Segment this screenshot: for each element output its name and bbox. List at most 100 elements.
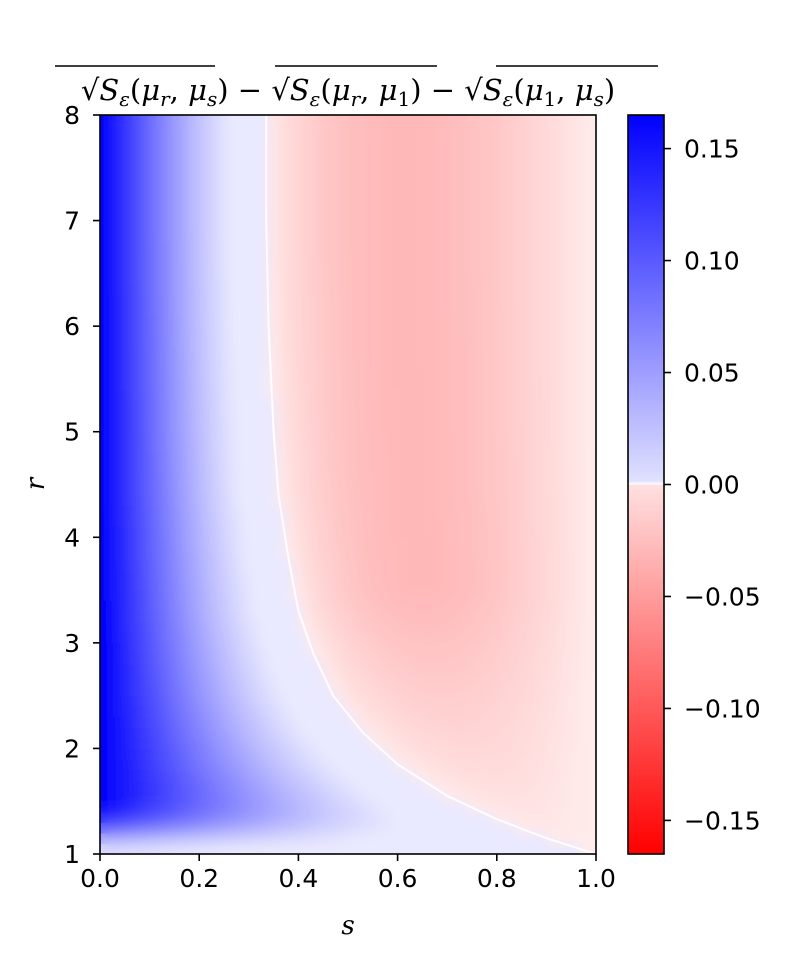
heatmap-cell (100, 431, 109, 443)
heatmap-cell (164, 706, 173, 718)
title-arg-3a: μ (525, 73, 544, 107)
heatmap-cell (156, 642, 165, 655)
heatmap-cell (164, 832, 173, 845)
heatmap-cell (140, 357, 149, 369)
heatmap-cell (108, 210, 117, 222)
heatmap-cell (164, 505, 173, 517)
heatmap-cell (116, 410, 125, 422)
heatmap-cell (124, 822, 133, 834)
heatmap-cell (108, 516, 117, 528)
heatmap-cell (108, 611, 117, 623)
heatmap-cell (156, 495, 165, 507)
heatmap-cell (108, 273, 117, 285)
heatmap-cell (156, 421, 165, 433)
title-comma-3: , (556, 73, 574, 107)
heatmap-cell (132, 811, 141, 823)
heatmap-cell (156, 663, 165, 676)
heatmap-cell (108, 706, 117, 718)
heatmap-cell (108, 811, 117, 823)
heatmap-cell (140, 210, 149, 222)
heatmap-cell (148, 547, 157, 559)
heatmap-cell (156, 780, 165, 792)
heatmap-cell (164, 484, 173, 496)
heatmap-cell (132, 294, 141, 306)
heatmap-cell (124, 262, 133, 274)
heatmap-cell (140, 273, 149, 285)
heatmap-cell (148, 484, 157, 496)
heatmap-cell (132, 568, 141, 581)
heatmap-cell (108, 326, 117, 338)
heatmap-cell (124, 769, 133, 781)
heatmap-cell (156, 273, 165, 285)
heatmap-cell (124, 188, 133, 201)
heatmap-cell (124, 811, 133, 823)
heatmap-cell (140, 326, 149, 338)
heatmap-cell (132, 283, 141, 296)
heatmap-cell (140, 600, 149, 612)
heatmap-cell (124, 252, 133, 264)
heatmap-cell (156, 347, 165, 359)
heatmap-cell (132, 832, 141, 845)
heatmap-cell (108, 400, 117, 412)
heatmap-cell (156, 252, 165, 264)
heatmap-cell (156, 389, 165, 401)
heatmap-cell (140, 241, 149, 253)
heatmap-cell (100, 632, 109, 644)
heatmap-cell (140, 547, 149, 559)
heatmap-cell (132, 315, 141, 327)
heatmap-cell (148, 262, 157, 274)
heatmap-cell (148, 653, 157, 665)
heatmap-cell (100, 378, 109, 391)
heatmap-cell (148, 716, 157, 728)
heatmap-cell (116, 495, 125, 507)
heatmap-cell (140, 758, 149, 771)
heatmap-cell (100, 801, 109, 813)
heatmap-cell (116, 780, 125, 792)
heatmap-cell (100, 716, 109, 728)
heatmap-cell (164, 421, 173, 433)
heatmap-cell (156, 674, 165, 686)
heatmap-cell (108, 495, 117, 507)
heatmap-cell (164, 801, 173, 813)
heatmap-cell (156, 790, 165, 802)
heatmap-cell (100, 210, 109, 222)
title-sqrt-2: √ (271, 73, 290, 107)
title-arg-2b: μ (379, 73, 398, 107)
heatmap-cell (156, 136, 165, 148)
heatmap-cell (116, 273, 125, 285)
heatmap-cell (164, 748, 173, 760)
heatmap-cell (116, 188, 125, 201)
heatmap-cell (140, 473, 149, 486)
heatmap-cell (132, 590, 141, 602)
heatmap-cell (148, 125, 157, 137)
title-arg-3b: μ (575, 73, 594, 107)
title-paren-open-2: ( (320, 73, 331, 107)
heatmap-cell (100, 526, 109, 538)
title-paren-close-2: ) (410, 73, 421, 107)
heatmap-cell (100, 537, 109, 549)
heatmap-cell (124, 410, 133, 422)
heatmap-cell (132, 389, 141, 401)
heatmap-cell (140, 801, 149, 813)
heatmap-cell (116, 695, 125, 707)
heatmap-cell (156, 727, 165, 739)
heatmap-cell (132, 621, 141, 633)
heatmap-cell (116, 537, 125, 549)
heatmap-cell (100, 611, 109, 623)
heatmap-cell (124, 780, 133, 792)
heatmap-cell (140, 252, 149, 264)
heatmap-cell (124, 674, 133, 686)
heatmap-cell (108, 843, 117, 854)
heatmap-cell (132, 769, 141, 781)
heatmap-cell (116, 621, 125, 633)
heatmap-cell (140, 115, 149, 127)
heatmap-cell (100, 400, 109, 412)
heatmap-cell (164, 790, 173, 802)
heatmap-cell (108, 632, 117, 644)
title-sub-1a: r (160, 87, 171, 111)
heatmap-cell (124, 400, 133, 412)
heatmap-cell (140, 167, 149, 179)
heatmap-cell (100, 389, 109, 401)
heatmap-cell (116, 231, 125, 243)
heatmap-cell (124, 347, 133, 359)
